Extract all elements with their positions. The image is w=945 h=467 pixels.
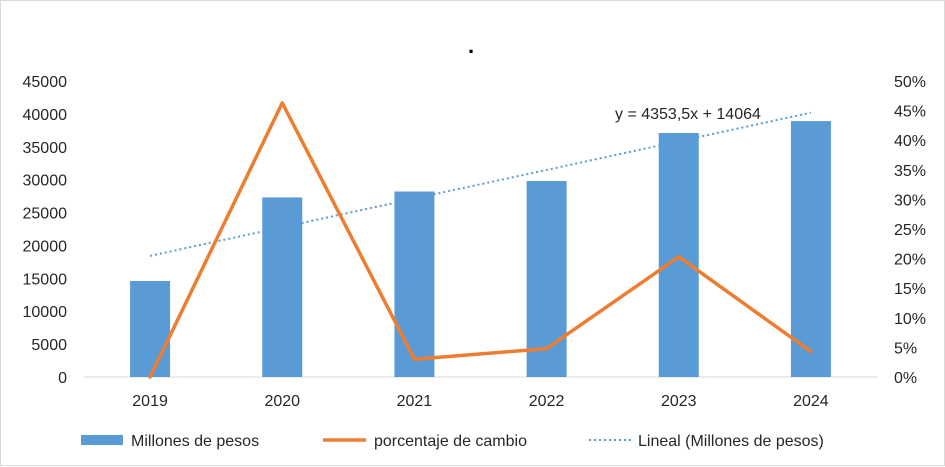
left-tick-label: 45000 — [23, 74, 68, 91]
bar-2023 — [658, 132, 699, 377]
percent-point-2023 — [677, 255, 681, 259]
bar-2021 — [394, 191, 435, 377]
right-tick-label: 35% — [894, 163, 926, 180]
x-tick-label: 2024 — [793, 393, 829, 410]
legend-label-line: porcentaje de cambio — [374, 433, 527, 450]
trendline — [149, 111, 812, 257]
legend: Millones de pesos porcentaje de cambio Lin… — [81, 433, 824, 450]
x-tick-label: 2022 — [529, 393, 565, 410]
percent-point-2020 — [280, 101, 284, 105]
right-tick-label: 20% — [894, 252, 926, 269]
right-tick-label: 25% — [894, 222, 926, 239]
x-tick-label: 2020 — [264, 393, 300, 410]
left-tick-label: 40000 — [23, 107, 68, 124]
x-tick-label: 2019 — [132, 393, 168, 410]
trendline-equation: y = 4353,5x + 14064 — [615, 106, 761, 123]
left-tick-label: 35000 — [23, 140, 68, 157]
right-tick-label: 5% — [894, 340, 917, 357]
x-tick-label: 2021 — [397, 393, 433, 410]
right-tick-label: 0% — [894, 370, 917, 387]
right-tick-label: 30% — [894, 192, 926, 209]
right-tick-label: 45% — [894, 104, 926, 121]
percent-point-2024 — [809, 350, 813, 354]
left-tick-label: 5000 — [31, 337, 67, 354]
percent-line-series — [148, 101, 813, 379]
chart-title: . — [468, 33, 474, 58]
right-axis-ticks: 0% 5% 10% 15% 20% 25% 30% 35% 40% 45% 50% — [894, 74, 926, 387]
left-axis-ticks: 0 5000 10000 15000 20000 25000 30000 35000 40000… — [23, 74, 68, 387]
right-tick-label: 50% — [894, 74, 926, 91]
x-tick-label: 2023 — [661, 393, 697, 410]
percent-change-line — [148, 101, 813, 379]
left-tick-label: 20000 — [23, 238, 68, 255]
left-tick-label: 30000 — [23, 173, 68, 190]
right-tick-label: 15% — [894, 281, 926, 298]
left-tick-label: 15000 — [23, 271, 68, 288]
bar-2022 — [526, 180, 567, 377]
legend-swatch-bar — [81, 435, 123, 445]
x-axis-ticks: 2019 2020 2021 2022 2023 2024 — [132, 393, 829, 410]
left-tick-label: 25000 — [23, 206, 68, 223]
right-tick-label: 10% — [894, 311, 926, 328]
percent-point-2019 — [148, 375, 152, 379]
trendline-series — [149, 111, 812, 257]
bar-2020 — [262, 197, 303, 377]
legend-label-trendline: Lineal (Millones de pesos) — [638, 433, 824, 450]
percent-point-2021 — [412, 357, 416, 361]
bar-series — [130, 121, 831, 377]
legend-label-bar: Millones de pesos — [131, 433, 259, 450]
right-tick-label: 40% — [894, 133, 926, 150]
bar-2019 — [130, 280, 171, 377]
bar-2024 — [790, 121, 831, 377]
left-tick-label: 0 — [58, 370, 67, 387]
percent-point-2022 — [545, 347, 549, 351]
left-tick-label: 10000 — [23, 304, 68, 321]
